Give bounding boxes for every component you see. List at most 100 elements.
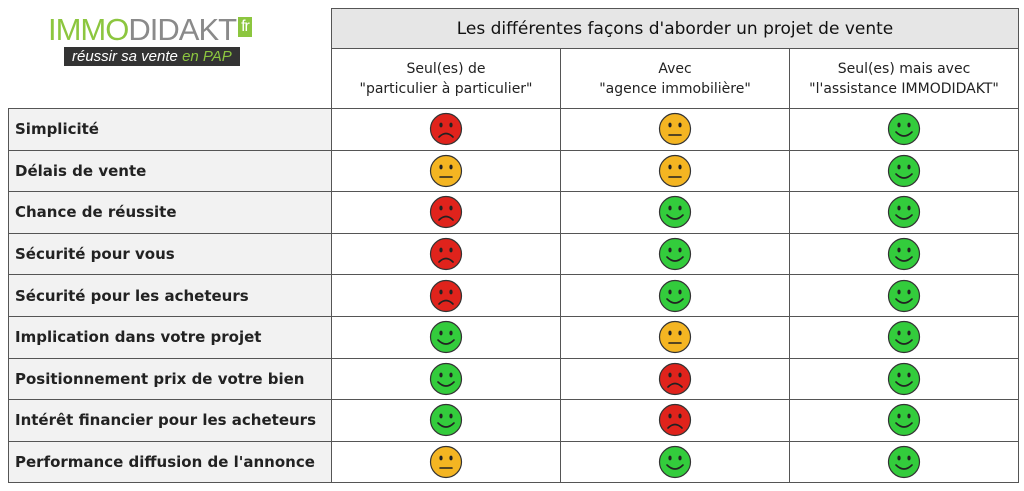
rating-cell [331, 274, 561, 317]
smiley-mouth [666, 464, 684, 470]
smiley-eye [449, 330, 453, 336]
smiley-eye [449, 247, 453, 253]
smiley-eye [907, 247, 911, 253]
smiley-eye [668, 206, 672, 211]
table-row: Chance de réussite [8, 191, 1019, 234]
smiley-eye [439, 414, 443, 419]
rating-cell [560, 315, 790, 359]
smiley-face [658, 321, 692, 354]
smiley-eye [907, 414, 911, 419]
smiley-face [658, 404, 692, 437]
smiley [658, 154, 692, 187]
header-line: "particulier à particulier" [359, 80, 533, 97]
row-label: Sécurité pour vous [8, 232, 332, 276]
smiley-eye [449, 122, 453, 128]
smiley [887, 237, 921, 271]
smiley-mouth [667, 382, 683, 388]
smiley-mouth [438, 216, 454, 222]
smiley-mouth [895, 464, 913, 470]
smiley-face [887, 321, 921, 354]
logo: IMMODIDAKT fr réussir sa vente en PAP [48, 14, 258, 66]
smiley-eye [907, 122, 911, 128]
smiley [429, 404, 463, 437]
smiley-eye [907, 330, 911, 336]
header-line: Avec [658, 60, 692, 77]
smiley-face [658, 154, 692, 187]
smiley [658, 321, 692, 354]
rating-cell [789, 232, 1019, 276]
smiley-face [429, 113, 463, 146]
smiley-mouth [438, 257, 454, 263]
smiley [429, 237, 463, 271]
smiley-mouth [437, 381, 455, 387]
smiley-mouth [895, 339, 913, 346]
column-header: Seul(es) mais avec "l'assistance IMMODIDA… [789, 48, 1019, 109]
rating-cell [560, 440, 790, 484]
smiley [429, 196, 463, 229]
smiley-mouth [666, 214, 684, 221]
smiley-face [429, 196, 463, 229]
smiley-mouth [667, 424, 683, 430]
smiley-eye [449, 414, 453, 419]
logo-text: DIDAKT [128, 12, 237, 47]
smiley-eye [668, 414, 672, 419]
smiley-eye [678, 414, 682, 419]
comparison-table: Les différentes façons d'aborder un proj… [8, 8, 1019, 484]
smiley-eye [668, 122, 672, 128]
smiley-eye [907, 206, 911, 211]
smiley-eye [439, 289, 443, 295]
smiley [429, 362, 463, 395]
smiley [887, 362, 921, 395]
smiley-face [887, 362, 921, 395]
smiley-face [658, 196, 692, 229]
rating-cell [789, 315, 1019, 359]
smiley-face [429, 404, 463, 437]
smiley-eye [897, 414, 901, 419]
row-label: Chance de réussite [8, 191, 332, 234]
smiley-mouth [895, 173, 913, 179]
smiley [429, 321, 463, 354]
smiley-eye [678, 122, 682, 128]
rating-cell [560, 232, 790, 276]
header-line: "l'assistance IMMODIDAKT" [809, 80, 999, 97]
header-line: "agence immobilière" [599, 80, 751, 97]
smiley-face [658, 445, 692, 479]
smiley-face [658, 113, 692, 146]
smiley-eye [439, 206, 443, 211]
rating-cell [789, 274, 1019, 317]
rating-cell [560, 399, 790, 442]
smiley-face [429, 445, 463, 479]
smiley-face [887, 404, 921, 437]
rating-cell [331, 315, 561, 359]
smiley-eye [897, 206, 901, 211]
smiley [658, 113, 692, 146]
smiley-mouth [666, 297, 684, 304]
smiley-mouth [895, 214, 913, 221]
logo-text: IMMO [48, 12, 129, 47]
logo-suffix: fr [238, 17, 252, 37]
smiley-eye [678, 455, 682, 461]
table-title: Les différentes façons d'aborder un proj… [331, 8, 1019, 49]
smiley-eye [678, 372, 682, 378]
column-header: Avec "agence immobilière" [560, 48, 790, 109]
table-row: Simplicité [8, 108, 1019, 151]
table-row: Sécurité pour les acheteurs [8, 274, 1019, 317]
rating-cell [789, 191, 1019, 234]
rating-cell [560, 357, 790, 401]
smiley-eye [449, 289, 453, 295]
smiley [887, 445, 921, 479]
rating-cell [331, 149, 561, 193]
smiley-eye [668, 164, 672, 170]
smiley-eye [439, 247, 443, 253]
smiley-face [429, 321, 463, 354]
rating-cell [331, 108, 561, 151]
smiley-mouth [666, 256, 684, 262]
smiley [887, 404, 921, 437]
row-label: Implication dans votre projet [8, 315, 332, 359]
rating-cell [560, 108, 790, 151]
smiley-mouth [895, 422, 913, 429]
smiley-eye [439, 122, 443, 128]
smiley [429, 113, 463, 146]
smiley [658, 196, 692, 229]
